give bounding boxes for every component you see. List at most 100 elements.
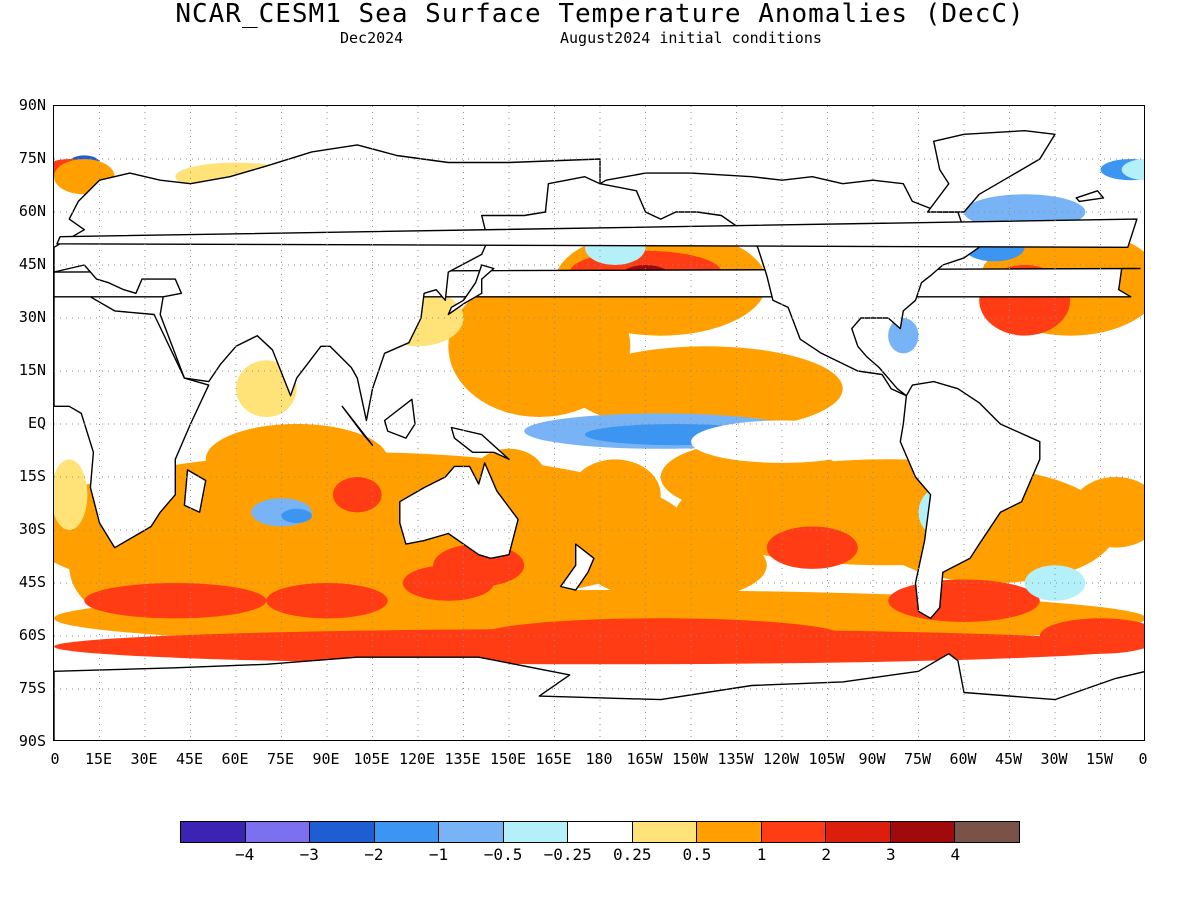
lat-tick-label: 75N [18,149,46,167]
anomaly-region [1024,565,1086,601]
lon-tick-label: 165E [535,750,572,768]
lat-tick-label: 90S [18,732,46,750]
colorbar [180,821,1020,843]
landmass [1075,190,1105,203]
landmass [450,426,510,460]
colorbar-label: −0.5 [483,845,523,864]
lon-tick-label: 150E [489,750,527,768]
anomaly-region [1070,477,1144,548]
lon-tick-label: 75W [903,750,932,768]
colorbar-label: 0.25 [613,845,652,864]
colorbar-swatch [374,822,440,842]
lon-tick-label: 45W [994,750,1023,768]
lon-tick-label: 45E [175,750,204,768]
lon-tick-label: 120E [398,750,436,768]
map-plot-area [53,105,1145,741]
lon-tick-label: 30W [1040,750,1068,768]
colorbar-label: 0.5 [682,845,712,864]
anomaly-region [888,579,1040,622]
landmass [383,398,416,439]
lat-tick-label: 15N [18,361,46,379]
init-conditions-label: August2024 initial conditions [560,29,822,47]
sst-anomaly-map [54,106,1144,740]
landmass [399,462,519,559]
landmass [559,543,595,591]
anomaly-region [569,346,843,432]
landmass [54,144,601,422]
lon-tick-label: 135E [444,750,481,768]
lat-tick-label: 30N [18,308,46,326]
colorbar-label: −4 [234,845,255,864]
anomaly-shading-layer [54,155,1144,665]
colorbar-swatch [826,822,891,842]
lon-tick-label: 15E [84,750,113,768]
colorbar-swatch [632,822,698,842]
anomaly-region [569,459,661,530]
colorbar-swatch [310,822,375,842]
colorbar-swatch [439,822,504,842]
anomaly-region [333,477,382,513]
valid-month-label: Dec2024 [340,29,404,47]
lon-tick-label: 90W [858,750,886,768]
anomaly-region [266,583,388,619]
landmass [54,653,1144,740]
lat-tick-label: 60N [18,202,46,220]
colorbar-swatch [697,822,762,842]
lon-tick-label: 135W [717,750,754,768]
lon-tick-label: 165W [626,750,663,768]
lat-tick-label: 45S [18,573,46,591]
anomaly-region [584,530,767,601]
landmass [447,264,495,316]
anomaly-region [1121,159,1144,181]
landmass [54,292,210,549]
anomaly-region [766,526,858,569]
colorbar-label: −0.25 [543,845,592,864]
graticule [54,106,1144,740]
colorbar-label: −2 [364,845,384,864]
lon-tick-label: 120W [762,750,800,768]
anomaly-region [236,360,297,417]
lon-tick-label: 15W [1085,750,1114,768]
lon-tick-label: 180 [585,750,613,768]
lon-tick-label: 60W [949,750,977,768]
lon-tick-label: 0 [50,750,60,768]
lat-tick-label: EQ [27,414,46,432]
anomaly-region [691,420,873,463]
colorbar-label: −1 [428,845,449,864]
lat-tick-label: 60S [18,626,46,644]
anomaly-region [54,459,88,530]
lat-tick-label: 75S [18,679,46,697]
lat-tick-label: 15S [18,467,46,485]
colorbar-swatch [761,822,827,842]
colorbar-swatch [245,822,311,842]
anomaly-region [888,318,919,354]
lat-tick-label: 45N [18,255,46,273]
lon-tick-label: 60E [221,750,249,768]
lat-tick-label: 90N [18,96,46,114]
anomaly-region [281,508,312,523]
colorbar-label: −3 [299,845,319,864]
colorbar-swatch [890,822,956,842]
lon-tick-label: 105E [353,750,390,768]
lon-tick-label: 75E [266,750,295,768]
lon-tick-label: 150W [671,750,709,768]
colorbar-label: 4 [950,845,961,864]
anomaly-region [1039,618,1144,654]
colorbar-swatch [503,822,569,842]
anomaly-region [84,583,267,619]
colorbar-label: 1 [756,845,767,864]
colorbar-label: 2 [821,845,831,864]
landmass [899,380,1041,619]
colorbar-swatch [181,822,246,842]
landmass [183,469,207,513]
colorbar-swatch [955,822,1019,842]
lon-tick-label: 0 [1138,750,1148,768]
colorbar-label: 3 [885,845,896,864]
lon-tick-label: 30E [130,750,158,768]
lat-tick-label: 30S [18,520,46,538]
landmass [926,130,1056,213]
landmass [341,405,374,446]
colorbar-swatch [568,822,633,842]
chart-title: NCAR_CESM1 Sea Surface Temperature Anoma… [175,0,1025,29]
lon-tick-label: 105W [808,750,845,768]
